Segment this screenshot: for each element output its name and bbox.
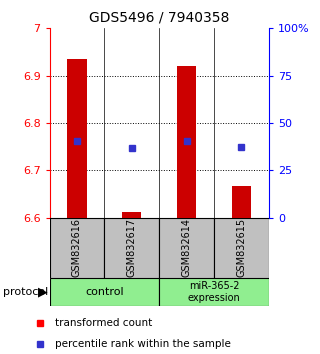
Bar (122, 212, 141, 218)
Bar (214, 218, 269, 278)
Bar (50, 278, 159, 306)
Text: ▶: ▶ (38, 286, 48, 298)
Bar (104, 218, 159, 278)
Bar (177, 66, 196, 218)
Text: transformed count: transformed count (54, 319, 152, 329)
Bar (68, 59, 87, 218)
Bar (159, 218, 214, 278)
Title: GDS5496 / 7940358: GDS5496 / 7940358 (89, 10, 229, 24)
Bar (50, 218, 104, 278)
Text: miR-365-2
expression: miR-365-2 expression (188, 281, 240, 303)
Text: protocol: protocol (3, 287, 48, 297)
Text: percentile rank within the sample: percentile rank within the sample (54, 339, 230, 349)
Bar (232, 185, 251, 218)
Text: GSM832615: GSM832615 (236, 218, 246, 278)
Bar (159, 278, 269, 306)
Text: GSM832617: GSM832617 (127, 218, 137, 278)
Text: control: control (85, 287, 124, 297)
Text: GSM832616: GSM832616 (72, 218, 82, 277)
Text: GSM832614: GSM832614 (182, 218, 192, 277)
